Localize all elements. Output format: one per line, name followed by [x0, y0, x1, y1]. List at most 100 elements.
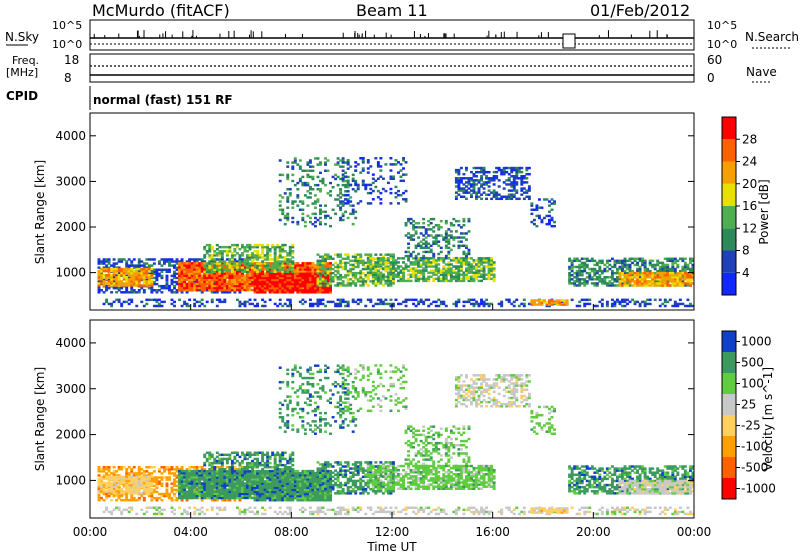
power-cell — [173, 274, 176, 278]
power-cell — [369, 269, 373, 272]
power-cell — [626, 298, 629, 302]
power-cell — [371, 263, 375, 266]
power-cell — [296, 291, 300, 294]
power-cell — [97, 262, 101, 265]
power-cell — [339, 218, 343, 222]
power-cell — [553, 301, 556, 304]
power-cell — [437, 240, 441, 243]
power-cell — [472, 261, 476, 264]
velocity-cell — [160, 472, 164, 475]
power-cell — [293, 274, 297, 278]
power-cell — [125, 269, 129, 273]
power-cell — [291, 274, 295, 278]
power-cell — [351, 273, 355, 277]
power-cell — [600, 278, 604, 281]
power-cell — [540, 301, 544, 304]
power-cell — [434, 271, 438, 274]
power-cell — [427, 224, 431, 227]
power-cell — [631, 284, 634, 287]
power-cell — [381, 257, 385, 260]
power-cell — [379, 202, 383, 205]
power-cell — [268, 274, 272, 278]
power-cell — [419, 244, 423, 248]
power-cell — [598, 265, 602, 269]
power-cell — [575, 265, 579, 269]
power-cell — [326, 264, 330, 267]
power-cell — [490, 263, 494, 266]
power-cell — [673, 300, 677, 304]
noise-panel: N.Sky 10^5 10^0 10^5 10^0 N.Search — [5, 19, 799, 51]
power-cell — [555, 303, 559, 306]
power-cell — [512, 175, 516, 178]
power-cell — [301, 181, 305, 185]
power-cell — [432, 271, 436, 274]
power-cell — [238, 284, 242, 288]
power-cell — [130, 286, 134, 290]
power-cell — [648, 284, 652, 287]
power-cell — [427, 257, 431, 260]
power-cell — [170, 278, 174, 282]
power-cell — [288, 245, 292, 249]
power-cell — [215, 304, 219, 308]
power-cell — [288, 266, 292, 269]
power-cell — [459, 265, 463, 268]
power-cell — [339, 259, 343, 263]
power-cell — [308, 165, 312, 168]
power-cell — [127, 298, 131, 302]
power-cell — [626, 273, 629, 277]
power-cell — [512, 166, 516, 170]
power-cell — [618, 267, 622, 271]
power-cell — [623, 304, 627, 308]
power-cell — [150, 291, 154, 294]
power-cell — [306, 291, 310, 294]
colorbar-segment — [722, 206, 736, 229]
power-cell — [354, 282, 358, 285]
power-cell — [170, 302, 174, 306]
power-cell — [218, 274, 222, 277]
power-cell — [298, 165, 302, 168]
power-cell — [241, 258, 244, 261]
power-cell — [168, 258, 171, 261]
power-cell — [477, 265, 481, 268]
power-cell — [168, 264, 171, 267]
power-cell — [459, 187, 463, 190]
power-cell — [618, 276, 622, 279]
power-cell — [246, 300, 249, 304]
power-cell — [308, 196, 312, 199]
power-cell — [449, 263, 453, 266]
power-cell — [422, 250, 426, 254]
power-cell — [316, 274, 320, 278]
power-cell — [631, 276, 634, 279]
power-cell — [301, 268, 305, 271]
power-cell — [150, 282, 154, 285]
power-cell — [137, 280, 141, 283]
power-cell — [359, 273, 363, 277]
power-cell — [522, 191, 526, 194]
power-cell — [671, 273, 675, 277]
power-cell — [439, 271, 443, 274]
power-cell — [558, 299, 562, 302]
power-cell — [324, 216, 327, 220]
power-cell — [349, 269, 353, 273]
power-cell — [145, 262, 149, 265]
power-cell — [246, 256, 249, 259]
power-cell — [676, 278, 680, 281]
power-cell — [399, 271, 403, 274]
power-cell — [132, 276, 136, 279]
power-cell — [308, 268, 312, 271]
power-cell — [334, 265, 338, 269]
power-cell — [354, 189, 358, 193]
power-cell — [188, 258, 192, 261]
power-cell — [208, 266, 212, 269]
power-cell — [402, 159, 405, 162]
power-cell — [424, 279, 428, 283]
power-cell — [266, 282, 270, 286]
power-cell — [145, 269, 149, 273]
power-cell — [261, 260, 265, 263]
power-cell — [510, 166, 514, 170]
power-cell — [193, 284, 197, 288]
power-cell — [452, 244, 456, 248]
power-cell — [361, 280, 365, 283]
power-cell — [480, 302, 483, 306]
power-cell — [517, 168, 521, 172]
